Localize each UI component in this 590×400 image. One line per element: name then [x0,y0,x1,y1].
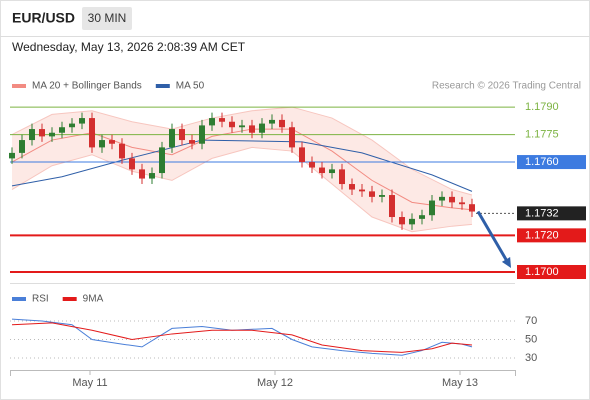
legend-label: MA 50 [176,81,205,92]
candle-body [159,147,165,174]
forecast-arrow [476,210,509,262]
candle-body [359,189,365,192]
candle-body [399,217,405,225]
candle-body [239,125,245,128]
candle-body [249,125,255,133]
candle-body [299,147,305,163]
x-tick-label: May 13 [442,377,478,389]
ma50-line [11,139,473,192]
candle-body [389,195,395,218]
candle-body [189,140,195,144]
band-fill [12,107,472,232]
rsi-line [11,318,473,356]
candle-body [209,118,215,126]
level-box [517,265,586,280]
timeframe-box [82,7,132,30]
candle-body [109,140,115,144]
candle-body [449,196,455,203]
candle-body [179,129,185,141]
candle-body [219,118,225,122]
rsi-tick-label: 70 [525,315,537,327]
rsi-ma-line [11,322,473,353]
rsi-tick-label: 30 [525,352,537,364]
candle-body [9,152,15,159]
level-label: 1.1790 [525,101,559,113]
candle-body [129,158,135,170]
candle-body [89,118,95,148]
candle-body [169,129,175,148]
candle-body [339,169,345,185]
candle-body [99,140,105,148]
candle-body [289,127,295,148]
candle-body [39,129,45,137]
candle-body [269,119,275,124]
candle-body [149,173,155,179]
candle-body [139,169,145,179]
candle-body [259,123,265,133]
candle-body [419,215,425,219]
candle-body [19,140,25,153]
candle-body [439,196,445,201]
timeframe: 30 MIN [88,11,127,25]
rsi-tick-label: 50 [525,333,537,345]
candle-body [459,202,465,205]
candle-body [409,218,415,225]
legend-label: 9MA [83,294,104,305]
candle-body [329,169,335,174]
subtitle: Wednesday, May 13, 2026 2:08:39 AM CET [12,40,246,54]
band-lower [11,146,473,233]
candle-body [279,119,285,128]
candle-body [229,121,235,128]
candle-body [379,195,385,197]
candle-body [79,118,85,124]
legend-swatch [155,84,170,88]
level-label: 1.1760 [525,156,559,168]
candle-body [199,125,205,144]
x-tick-label: May 12 [257,377,293,389]
x-tick-label: May 11 [72,377,107,389]
forecast-arrow-head [501,257,511,269]
candle-body [319,167,325,174]
candle-body [119,143,125,159]
candle-body [309,162,315,168]
candle-body [429,200,435,216]
symbol: EUR/USD [12,10,75,26]
level-label: 1.1720 [525,229,559,241]
candle-body [369,191,375,197]
legend-swatch [62,297,77,301]
level-label: 1.1732 [525,207,559,219]
candle-body [469,204,475,212]
legend-label: MA 20 + Bollinger Bands [32,81,142,92]
legend-label: RSI [32,294,49,305]
level-label: 1.1775 [525,128,559,140]
level-label: 1.1700 [525,266,559,278]
credit: Research © 2026 Trading Central [432,81,581,92]
level-box [517,228,586,243]
candle-body [29,129,35,141]
band-upper [11,106,473,196]
candle-body [59,127,65,133]
level-box [517,155,586,170]
level-box [517,206,586,221]
candle-body [49,132,55,137]
legend-swatch [12,297,26,301]
candle-body [349,184,355,190]
candle-body [69,123,75,128]
legend-swatch [12,84,26,88]
